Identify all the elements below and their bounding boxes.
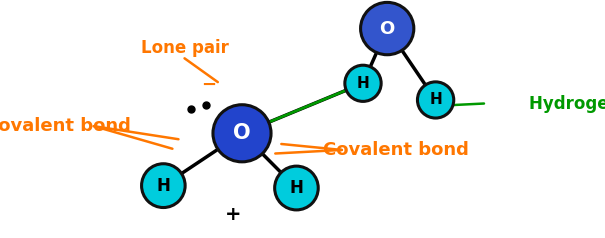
- Text: Covalent bond: Covalent bond: [323, 141, 469, 159]
- Text: O: O: [233, 123, 251, 143]
- Text: H: H: [157, 177, 170, 195]
- Text: H: H: [290, 179, 303, 197]
- Text: +: +: [224, 205, 241, 224]
- Ellipse shape: [345, 65, 381, 101]
- Text: Hydrogen bond: Hydrogen bond: [529, 94, 605, 113]
- Ellipse shape: [142, 164, 185, 208]
- Ellipse shape: [275, 166, 318, 210]
- Text: Lone pair: Lone pair: [140, 39, 229, 57]
- Text: Covalent bond: Covalent bond: [0, 117, 131, 135]
- Text: O: O: [379, 20, 395, 38]
- Ellipse shape: [361, 2, 414, 55]
- Ellipse shape: [417, 82, 454, 118]
- Text: H: H: [356, 76, 370, 91]
- Text: −: −: [201, 75, 217, 94]
- Text: H: H: [429, 92, 442, 108]
- Ellipse shape: [213, 105, 271, 162]
